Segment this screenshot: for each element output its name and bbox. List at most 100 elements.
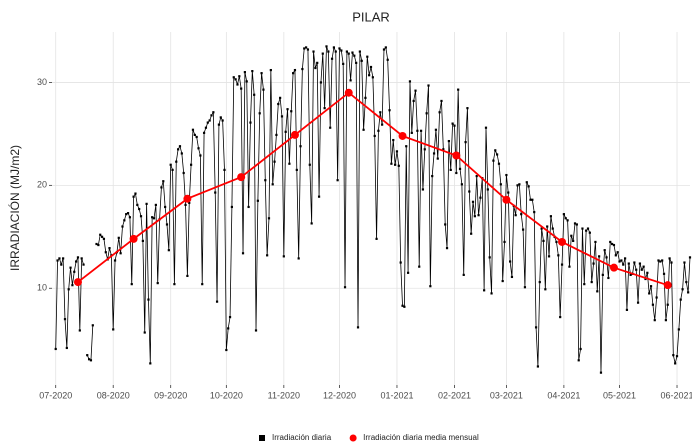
point	[627, 262, 630, 265]
point	[518, 183, 521, 186]
point	[87, 358, 91, 361]
point	[662, 272, 666, 275]
point	[486, 188, 489, 191]
point	[316, 61, 319, 64]
point	[219, 116, 222, 119]
point	[165, 223, 169, 226]
point	[416, 129, 419, 132]
y-tick-label: 30	[37, 77, 47, 87]
point	[95, 242, 98, 246]
point	[197, 147, 200, 150]
point	[479, 196, 482, 199]
x-tick-label: 02-2021	[438, 390, 471, 400]
point	[429, 285, 432, 288]
point	[353, 54, 356, 57]
point	[659, 260, 662, 263]
point	[338, 47, 341, 50]
y-axis-label: IRRADIACIÓN (MJ/m2)	[7, 145, 22, 271]
point	[440, 99, 443, 103]
point	[427, 84, 430, 87]
point	[104, 251, 107, 254]
point	[460, 183, 463, 186]
point	[577, 359, 580, 362]
point	[73, 278, 82, 287]
point	[271, 183, 274, 186]
point	[473, 215, 476, 218]
point	[297, 257, 300, 260]
point	[432, 152, 436, 155]
point	[558, 237, 567, 246]
point	[78, 329, 81, 332]
point	[560, 263, 564, 266]
point	[240, 87, 243, 90]
point	[601, 273, 604, 276]
point	[466, 107, 469, 110]
point	[551, 227, 554, 230]
point	[214, 191, 217, 194]
point	[505, 173, 508, 177]
point	[360, 59, 363, 62]
point	[540, 227, 543, 230]
point	[572, 239, 575, 243]
point	[599, 371, 603, 374]
point	[177, 148, 180, 151]
point	[618, 260, 621, 263]
point	[282, 255, 285, 258]
point	[520, 213, 523, 216]
point	[121, 225, 124, 228]
point	[288, 162, 291, 165]
point	[60, 263, 63, 266]
point	[340, 49, 343, 52]
point	[62, 257, 65, 260]
point	[334, 50, 337, 53]
point	[406, 271, 410, 274]
point	[373, 134, 376, 138]
point	[538, 280, 541, 284]
point	[596, 290, 599, 293]
point	[212, 111, 215, 114]
point	[125, 213, 128, 216]
point	[401, 304, 404, 307]
x-tick-label: 04-2021	[547, 390, 580, 400]
point	[347, 52, 350, 55]
point	[310, 222, 313, 225]
point	[156, 282, 159, 285]
point	[452, 151, 461, 160]
point	[405, 145, 408, 148]
point	[351, 51, 354, 54]
point	[169, 163, 172, 166]
point	[588, 231, 591, 234]
point	[661, 259, 664, 262]
point	[201, 283, 204, 286]
point	[325, 45, 328, 48]
point	[73, 270, 76, 273]
point	[470, 232, 473, 235]
point	[175, 160, 178, 163]
point	[230, 205, 234, 209]
point	[299, 145, 302, 148]
point	[154, 203, 157, 206]
point	[408, 80, 412, 83]
point	[171, 168, 174, 172]
point	[484, 126, 488, 129]
point	[623, 257, 627, 260]
point	[364, 96, 367, 99]
point	[581, 227, 584, 230]
point	[419, 129, 423, 132]
point	[425, 112, 428, 115]
point	[82, 263, 85, 266]
point	[117, 236, 120, 239]
point	[253, 93, 256, 96]
point	[384, 46, 387, 49]
point	[56, 259, 59, 262]
point	[89, 359, 93, 362]
point	[381, 123, 384, 126]
x-tick-label: 06-2021	[661, 390, 692, 400]
point	[579, 347, 582, 351]
point	[264, 179, 267, 182]
point	[477, 214, 480, 217]
x-tick-label: 09-2020	[154, 390, 187, 400]
point	[445, 247, 449, 250]
point	[162, 180, 165, 183]
point	[418, 265, 421, 268]
